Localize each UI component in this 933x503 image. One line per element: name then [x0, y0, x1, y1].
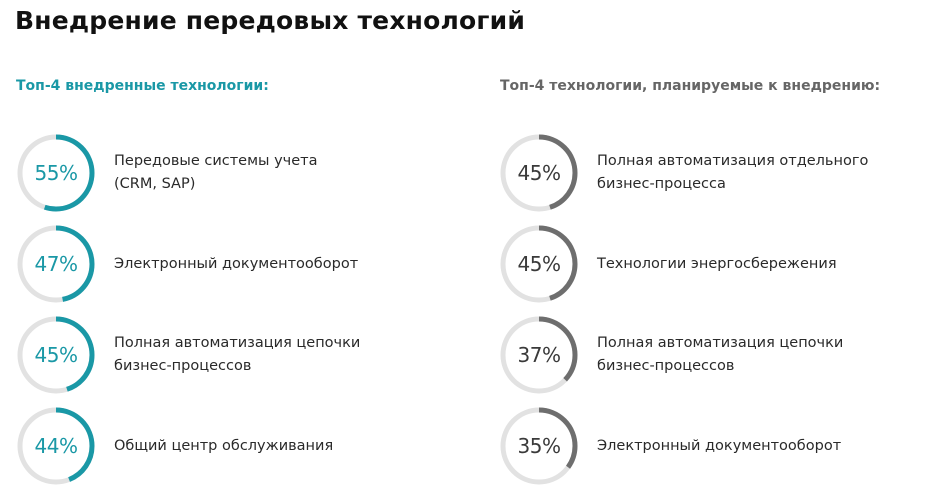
- percent-label: 55%: [34, 161, 78, 185]
- progress-donut: [500, 225, 578, 303]
- progress-donut: [500, 316, 578, 394]
- technology-label: Полная автоматизация цепочки бизнес-проц…: [597, 335, 844, 374]
- percent-label: 45%: [517, 252, 561, 276]
- technology-label: Полная автоматизация цепочки бизнес-проц…: [114, 335, 361, 374]
- progress-donut: [17, 225, 95, 303]
- technology-item: 45% Полная автоматизация отдельного бизне…: [499, 133, 933, 213]
- percent-label: 47%: [34, 252, 78, 276]
- donut-value-arc: [17, 316, 95, 394]
- technology-item: 55% Передовые системы учета (CRM, SAP): [16, 133, 456, 213]
- donut-value-arc: [500, 225, 578, 303]
- technology-item: 47% Электронный документооборот: [16, 224, 456, 304]
- page-title: Внедрение передовых технологий: [15, 6, 526, 35]
- technology-label: Электронный документооборот: [114, 255, 359, 272]
- technology-item: 44% Общий центр обслуживания: [16, 406, 456, 486]
- percent-label: 45%: [34, 343, 78, 367]
- percent-label: 44%: [34, 434, 78, 458]
- donut-value-arc: [500, 134, 578, 212]
- technology-item: 45% Технологии энергосбережения: [499, 224, 933, 304]
- technology-label: Технологии энергосбережения: [597, 255, 837, 272]
- percent-label: 45%: [517, 161, 561, 185]
- progress-donut: [500, 407, 578, 485]
- planned-heading: Топ-4 технологии, планируемые к внедрени…: [500, 78, 881, 94]
- donut-value-arc: [500, 316, 578, 394]
- progress-donut: [500, 134, 578, 212]
- progress-donut: [17, 316, 95, 394]
- percent-label: 35%: [517, 434, 561, 458]
- technology-item: 37% Полная автоматизация цепочки бизнес-п…: [499, 315, 933, 395]
- technology-label: Электронный документооборот: [597, 437, 842, 454]
- donut-value-arc: [17, 225, 95, 303]
- technology-label: Общий центр обслуживания: [114, 437, 334, 454]
- donut-value-arc: [17, 407, 95, 485]
- percent-label: 37%: [517, 343, 561, 367]
- technology-item: 35% Электронный документооборот: [499, 406, 933, 486]
- progress-donut: [17, 134, 95, 212]
- technology-label: Передовые системы учета (CRM, SAP): [114, 153, 318, 192]
- donut-value-arc: [500, 407, 578, 485]
- technology-label: Полная автоматизация отдельного бизнес-п…: [597, 153, 869, 192]
- technology-item: 45% Полная автоматизация цепочки бизнес-п…: [16, 315, 456, 395]
- donut-value-arc: [17, 134, 95, 212]
- progress-donut: [17, 407, 95, 485]
- implemented-heading: Топ-4 внедренные технологии:: [16, 78, 269, 94]
